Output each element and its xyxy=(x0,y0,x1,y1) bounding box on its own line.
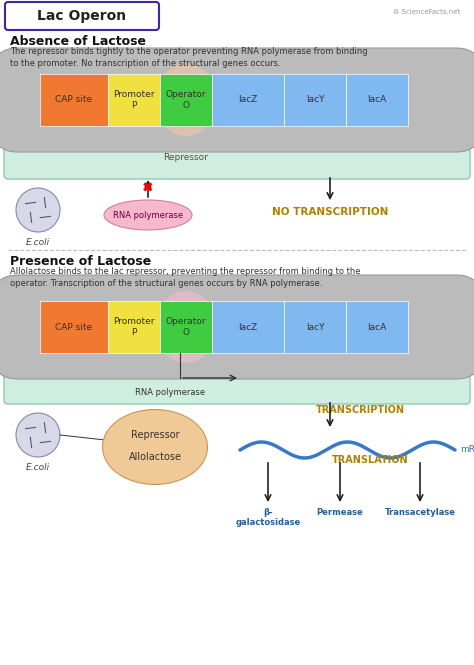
Text: CAP site: CAP site xyxy=(55,323,92,331)
Text: Operator
O: Operator O xyxy=(166,317,206,336)
Text: Permease: Permease xyxy=(317,508,364,517)
Text: lacA: lacA xyxy=(367,96,387,104)
Text: lacZ: lacZ xyxy=(238,96,258,104)
FancyBboxPatch shape xyxy=(0,275,474,379)
Text: E.coli: E.coli xyxy=(26,463,50,472)
FancyBboxPatch shape xyxy=(0,48,474,152)
FancyBboxPatch shape xyxy=(212,301,284,353)
Text: Lac Operon: Lac Operon xyxy=(37,9,127,23)
FancyBboxPatch shape xyxy=(160,74,212,126)
FancyBboxPatch shape xyxy=(5,2,159,30)
FancyBboxPatch shape xyxy=(4,288,470,404)
Text: E.coli: E.coli xyxy=(26,238,50,247)
Text: Promoter
P: Promoter P xyxy=(113,90,155,110)
Text: lacY: lacY xyxy=(306,323,324,331)
Circle shape xyxy=(16,413,60,457)
Text: TRANSLATION: TRANSLATION xyxy=(332,455,408,465)
Text: RNA polymerase: RNA polymerase xyxy=(135,388,205,397)
Text: Repressor: Repressor xyxy=(164,152,209,162)
Text: mRNA: mRNA xyxy=(460,446,474,454)
Text: Transacetylase: Transacetylase xyxy=(384,508,456,517)
FancyBboxPatch shape xyxy=(40,301,108,353)
FancyBboxPatch shape xyxy=(40,74,108,126)
Text: Absence of Lactose: Absence of Lactose xyxy=(10,35,146,48)
Text: lacY: lacY xyxy=(306,96,324,104)
Text: lacA: lacA xyxy=(367,323,387,331)
Text: lacZ: lacZ xyxy=(238,323,258,331)
Ellipse shape xyxy=(104,200,192,230)
FancyBboxPatch shape xyxy=(284,301,346,353)
FancyBboxPatch shape xyxy=(4,61,470,179)
FancyBboxPatch shape xyxy=(346,74,408,126)
Ellipse shape xyxy=(155,64,217,136)
Ellipse shape xyxy=(102,410,208,485)
FancyBboxPatch shape xyxy=(212,74,284,126)
Text: TRANSCRIPTION: TRANSCRIPTION xyxy=(316,405,404,415)
Text: CAP site: CAP site xyxy=(55,96,92,104)
Text: ⚙ ScienceFacts.net: ⚙ ScienceFacts.net xyxy=(393,9,460,15)
Circle shape xyxy=(16,188,60,232)
Text: Repressor: Repressor xyxy=(131,430,179,440)
FancyBboxPatch shape xyxy=(284,74,346,126)
Text: Promoter
P: Promoter P xyxy=(113,317,155,336)
Text: β-
galactosidase: β- galactosidase xyxy=(236,508,301,527)
FancyBboxPatch shape xyxy=(108,301,160,353)
Text: Allolactose: Allolactose xyxy=(128,452,182,462)
Text: The repressor binds tightly to the operator preventing RNA polymerase from bindi: The repressor binds tightly to the opera… xyxy=(10,47,368,68)
Text: ✖: ✖ xyxy=(142,182,154,196)
Text: RNA polymerase: RNA polymerase xyxy=(113,211,183,219)
Text: Presence of Lactose: Presence of Lactose xyxy=(10,255,151,268)
FancyBboxPatch shape xyxy=(160,301,212,353)
Text: Operator
O: Operator O xyxy=(166,90,206,110)
Ellipse shape xyxy=(155,291,217,363)
Text: NO TRANSCRIPTION: NO TRANSCRIPTION xyxy=(272,207,388,217)
FancyBboxPatch shape xyxy=(346,301,408,353)
FancyBboxPatch shape xyxy=(108,74,160,126)
Text: Allolactose binds to the lac repressor, preventing the repressor from binding to: Allolactose binds to the lac repressor, … xyxy=(10,267,361,288)
